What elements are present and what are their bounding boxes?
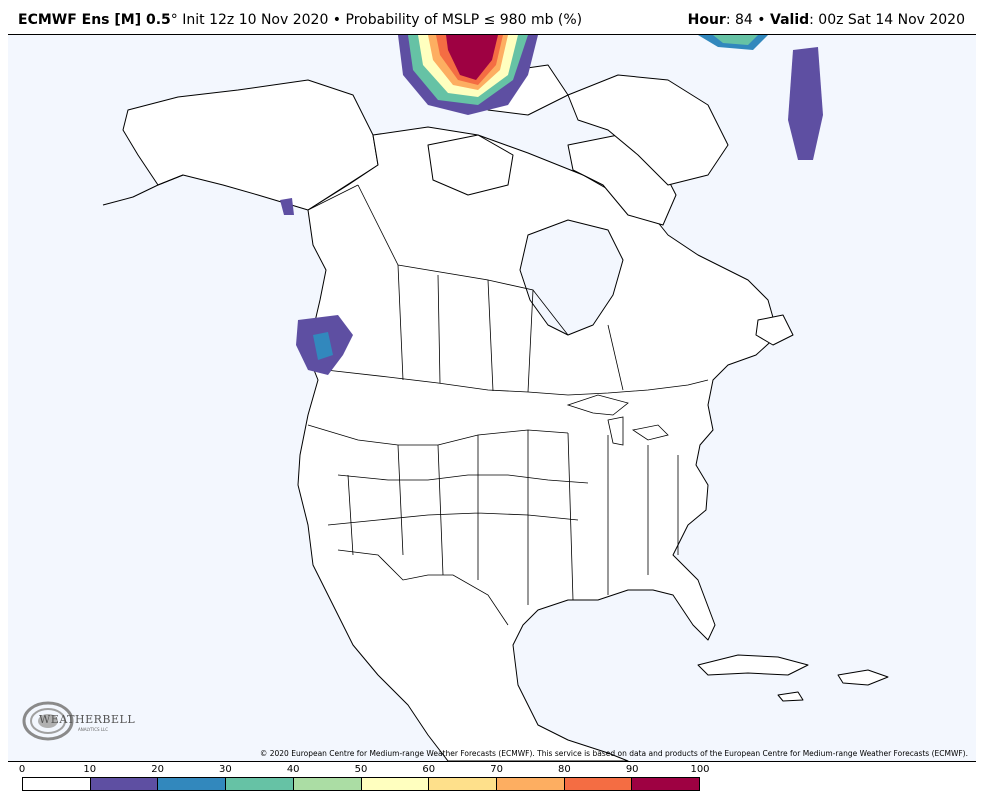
map-title: ECMWF Ens [M] 0.5° Init 12z 10 Nov 2020 …	[18, 12, 582, 28]
probability-shading	[280, 35, 823, 375]
colorbar-swatch	[495, 778, 564, 790]
colorbar-tick-label: 70	[490, 764, 503, 775]
colorbar-swatch	[360, 778, 429, 790]
province-lines	[357, 184, 624, 393]
copyright-credit: © 2020 European Centre for Medium-range …	[259, 749, 968, 758]
colorbar-swatch	[225, 778, 293, 790]
hispaniola	[837, 669, 889, 686]
colorbar-swatch	[89, 778, 158, 790]
logo-text: WEATHERBELL	[39, 713, 136, 726]
colorbar-tick-label: 40	[286, 764, 300, 775]
colorbar-swatch	[157, 778, 226, 790]
header: ECMWF Ens [M] 0.5° Init 12z 10 Nov 2020 …	[0, 0, 984, 34]
us-mexico-border	[337, 549, 509, 626]
prob-10-greenland	[788, 47, 823, 160]
colorbar-tick-label: 50	[354, 764, 368, 775]
map-panel: WEATHERBELL ANALYTICS LLC © 2020 Europea…	[8, 34, 976, 762]
prob-20-northwest	[313, 332, 333, 360]
valid-bullet: •	[752, 12, 770, 28]
colorbar-tick-label: 90	[625, 764, 639, 775]
cuba	[697, 654, 809, 676]
colorbar-swatch	[292, 778, 361, 790]
colorbar-tick-label: 100	[690, 764, 710, 775]
product-name: Probability of MSLP ≤ 980 mb (%)	[345, 12, 583, 28]
colorbar-swatch	[563, 778, 632, 790]
colorbar-swatch	[428, 778, 496, 790]
jamaica	[777, 691, 804, 702]
colorbar-tick-label: 60	[422, 764, 436, 775]
colorbar-tick-label: 30	[219, 764, 232, 775]
prob-10-alaska-gulf	[280, 198, 294, 215]
north-america-map	[102, 35, 889, 761]
newfoundland	[755, 314, 794, 346]
colorbar-tick-label: 10	[83, 764, 97, 775]
state-lines	[307, 424, 679, 605]
colorbar-tick-label: 80	[558, 764, 571, 775]
colorbar-tick-label: 0	[18, 764, 26, 775]
valid-label: Valid	[770, 12, 810, 28]
alaska-canada-border	[307, 184, 359, 211]
hour-label: Hour	[687, 12, 726, 28]
great-lakes	[566, 394, 669, 446]
init-time: Init 12z 10 Nov 2020	[177, 12, 329, 28]
valid-value: : 00z Sat 14 Nov 2020	[809, 12, 965, 28]
prob-90-arctic	[446, 35, 498, 80]
weatherbell-logo: WEATHERBELL ANALYTICS LLC	[22, 699, 135, 745]
degree-symbol: °	[170, 12, 178, 28]
north-america-mainland	[297, 126, 779, 761]
greenland	[567, 74, 729, 186]
colorbar-tick-label: 20	[151, 764, 164, 775]
colorbar	[22, 777, 700, 791]
logo-subtext: ANALYTICS LLC	[78, 727, 109, 732]
colorbar-swatch	[631, 778, 700, 790]
valid-time-info: Hour: 84 • Valid: 00z Sat 14 Nov 2020	[688, 12, 965, 28]
aleutian-coast	[102, 174, 184, 206]
hour-value: : 84	[725, 12, 753, 28]
prob-30-northeast	[713, 35, 758, 45]
model-name: ECMWF Ens [M] 0.5	[18, 12, 171, 28]
canada-us-border	[325, 369, 709, 396]
logo-swirl-icon	[22, 701, 74, 741]
colorbar-swatch	[23, 778, 90, 790]
victoria-island	[427, 134, 514, 196]
title-bullet: •	[328, 12, 346, 28]
